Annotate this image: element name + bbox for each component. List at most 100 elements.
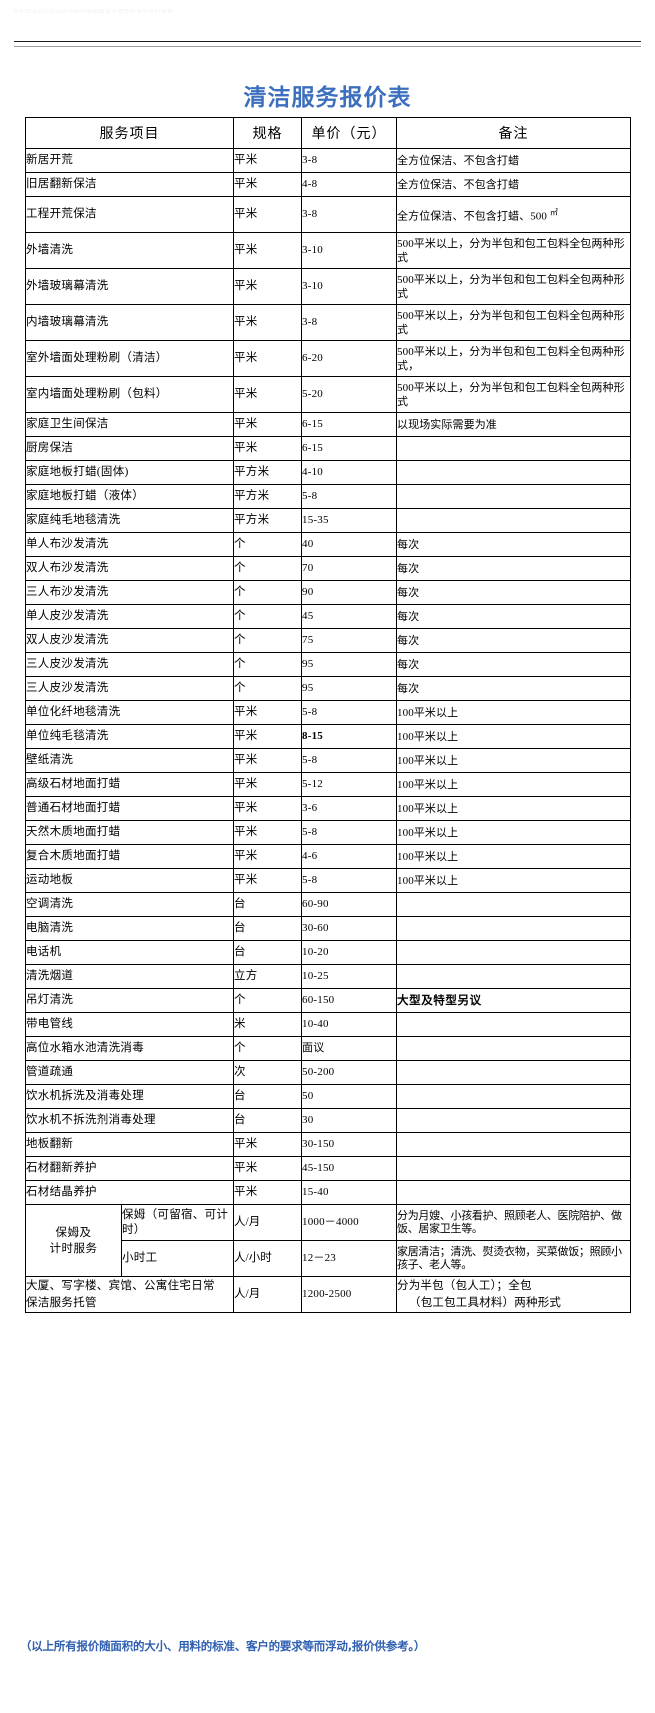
table-row: 高级石材地面打蜡 平米 5-12 100平米以上: [25, 772, 631, 797]
cell-note: [396, 436, 631, 461]
cell-spec: 台: [233, 916, 302, 941]
cell-spec: 人/小时: [233, 1240, 302, 1277]
table-row: 双人布沙发清洗个 70 每次: [25, 556, 631, 581]
cell-note: 100平米以上: [396, 700, 631, 725]
cell-price: 5-8: [301, 700, 397, 725]
table-row: 带电管线米 10-40: [25, 1012, 631, 1037]
table-row: 饮水机拆洗及消毒处理台 50: [25, 1084, 631, 1109]
cell-service-item: 外墙清洗: [25, 232, 234, 269]
table-row: 室内墙面处理粉刷（包料） 平米 5-20 500平米以上，分为半包和包工包料全包两种形…: [25, 376, 631, 413]
cell-note: [396, 916, 631, 941]
cell-price: 45-150: [301, 1156, 397, 1181]
cell-service-item: 保姆（可留宿、可计时）: [121, 1204, 234, 1241]
table-row: 旧居翻新保洁 平米 4-8 全方位保洁、不包含打蜡: [25, 172, 631, 197]
cell-note: [396, 1084, 631, 1109]
page-title: 清洁服务报价表: [243, 85, 412, 110]
cell-price: 70: [301, 556, 397, 581]
cell-note: [396, 1036, 631, 1061]
cell-price: 8-15: [301, 724, 397, 749]
cell-price: 6-15: [301, 412, 397, 437]
cell-price: 3-8: [301, 196, 397, 233]
cell-note: 每次: [396, 628, 631, 653]
cell-price: 50-200: [301, 1060, 397, 1085]
rule-grey: [14, 46, 641, 47]
cell-note: 每次: [396, 676, 631, 701]
cell-note: 100平米以上: [396, 724, 631, 749]
table-row: 家庭地板打蜡(固体) 平方米 4-10: [25, 460, 631, 485]
cell-note: [396, 892, 631, 917]
table-row: 运动地板 平米 5-8 100平米以上: [25, 868, 631, 893]
table-row-nanny: 小时工 人/小时 12－23 家居清洁；清洗、熨烫衣物，买菜做饭；照顾小孩子、老人等。: [26, 1240, 631, 1277]
cell-spec: 平米: [233, 844, 302, 869]
cell-spec: 平米: [233, 1156, 302, 1181]
table-row: 高位水箱水池清洗消毒个面议: [25, 1036, 631, 1061]
cell-price: 45: [301, 604, 397, 629]
cell-note: 家居清洁；清洗、熨烫衣物，买菜做饭；照顾小孩子、老人等。: [396, 1240, 631, 1277]
table-row: 家庭卫生间保洁 平米 6-15 以现场实际需要为准: [25, 412, 631, 437]
table-row: 饮水机不拆洗剂消毒处理台 30: [25, 1108, 631, 1133]
cell-service-item: 运动地板: [25, 868, 234, 893]
table-row-last: 大厦、写字楼、宾馆、公寓住宅日常 保洁服务托管 人/月 1200-2500 分为半包（包…: [25, 1276, 631, 1313]
cell-note: 分为半包（包人工）；全包 （包工包工具材料）两种形式: [396, 1276, 631, 1313]
cell-price: 4-6: [301, 844, 397, 869]
cell-price: 30-60: [301, 916, 397, 941]
cell-note: 500平米以上，分为半包和包工包料全包两种形式: [396, 304, 631, 341]
cell-service-item: 吊灯清洗: [25, 988, 234, 1013]
cell-spec: 台: [233, 1108, 302, 1133]
cell-note: 每次: [396, 580, 631, 605]
cell-service-item: 高级石材地面打蜡: [25, 772, 234, 797]
cell-note: 全方位保洁、不包含打蜡、500 ㎡: [396, 196, 631, 233]
cell-price: 90: [301, 580, 397, 605]
cell-note: 100平米以上: [396, 844, 631, 869]
table-row: 电脑清洗台 30-60: [25, 916, 631, 941]
cell-spec: 米: [233, 1012, 302, 1037]
cell-price: 5-8: [301, 748, 397, 773]
cell-spec: 个: [233, 652, 302, 677]
cell-spec: 平米: [233, 748, 302, 773]
cell-group-label: 保姆及 计时服务: [25, 1204, 122, 1277]
footer-note: （以上所有报价随面积的大小、用料的标准、客户的要求等而浮动,报价供参考。）: [20, 1639, 426, 1653]
cell-price: 5-8: [301, 484, 397, 509]
table-row: 电话机台 10-20: [25, 940, 631, 965]
cell-service-item: 家庭卫生间保洁: [25, 412, 234, 437]
cell-price: 95: [301, 652, 397, 677]
cell-spec: 个: [233, 1036, 302, 1061]
cell-spec: 个: [233, 988, 302, 1013]
table-row: 天然木质地面打蜡 平米 5-8 100平米以上: [25, 820, 631, 845]
cell-price: 5-12: [301, 772, 397, 797]
table-row: 石材结晶养护 平米 15-40: [25, 1180, 631, 1205]
table-row: 管道疏通次 50-200: [25, 1060, 631, 1085]
cell-service-item: 家庭地板打蜡(固体): [25, 460, 234, 485]
cell-note: [396, 964, 631, 989]
cell-price: 3-8: [301, 148, 397, 173]
cell-price: 30-150: [301, 1132, 397, 1157]
cell-spec: 平米: [233, 148, 302, 173]
cell-spec: 个: [233, 676, 302, 701]
cell-spec: 平米: [233, 772, 302, 797]
cell-spec: 平米: [233, 796, 302, 821]
table-row: 单人布沙发清洗个 40 每次: [25, 532, 631, 557]
cell-spec: 次: [233, 1060, 302, 1085]
cell-price: 6-15: [301, 436, 397, 461]
cell-service-item: 单位纯毛毯清洗: [25, 724, 234, 749]
cell-service-item: 三人布沙发清洗: [25, 580, 234, 605]
cell-price: 50: [301, 1084, 397, 1109]
cell-service-item: 三人皮沙发清洗: [25, 652, 234, 677]
cell-price: 10-20: [301, 940, 397, 965]
cell-service-item: 地板翻新: [25, 1132, 234, 1157]
table-row: 普通石材地面打蜡 平米 3-6 100平米以上: [25, 796, 631, 821]
cell-price: 5-20: [301, 376, 397, 413]
cell-service-item: 普通石材地面打蜡: [25, 796, 234, 821]
cell-service-item: 单人皮沙发清洗: [25, 604, 234, 629]
table-row: 家庭地板打蜡（液体） 平方米 5-8: [25, 484, 631, 509]
cell-service-item: 石材翻新养护: [25, 1156, 234, 1181]
cell-service-item: 带电管线: [25, 1012, 234, 1037]
cell-note: 500平米以上，分为半包和包工包料全包两种形式: [396, 376, 631, 413]
cell-service-item: 厨房保洁: [25, 436, 234, 461]
cell-service-item: 石材结晶养护: [25, 1180, 234, 1205]
cell-note: [396, 1012, 631, 1037]
cell-service-item: 壁纸清洗: [25, 748, 234, 773]
cell-note: 100平米以上: [396, 748, 631, 773]
cell-spec: 个: [233, 556, 302, 581]
